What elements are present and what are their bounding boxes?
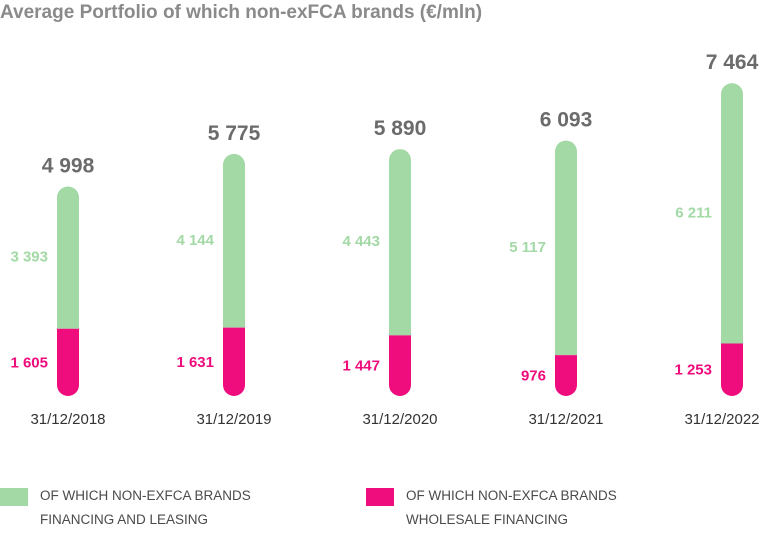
bar-wholesale-2 [389, 335, 411, 396]
bar-financing-1 [223, 153, 245, 328]
category-label-3: 31/12/2021 [528, 411, 603, 428]
legend-item-financing: OF WHICH NON-EXFCA BRANDS FINANCING AND … [0, 488, 251, 532]
bar-wholesale-3 [555, 355, 577, 396]
financing-value-label-1: 4 144 [176, 232, 214, 249]
bar-financing-0 [57, 186, 79, 329]
financing-value-label-2: 4 443 [342, 233, 380, 250]
wholesale-value-label-0: 1 605 [10, 354, 48, 371]
bar-wholesale-0 [57, 328, 79, 396]
total-label-2: 5 890 [374, 117, 427, 140]
financing-value-label-3: 5 117 [509, 239, 546, 256]
bar-wholesale-4 [721, 343, 743, 396]
bar-financing-4 [721, 83, 743, 344]
legend-label-wholesale-line2: WHOLESALE FINANCING [406, 512, 569, 527]
total-label-1: 5 775 [208, 122, 261, 145]
chart-title: Average Portfolio of which non-exFCA bra… [0, 2, 483, 23]
category-label-0: 31/12/2018 [30, 411, 105, 428]
wholesale-value-label-3: 976 [521, 368, 546, 385]
bar-chart: 4 998 3 393 1 605 31/12/2018 5 775 4 144 1 631… [10, 51, 759, 428]
category-label-1: 31/12/2019 [196, 411, 271, 428]
legend-item-wholesale: OF WHICH NON-EXFCA BRANDS WHOLESALE FINA… [366, 488, 617, 532]
legend-label-financing-line1: OF WHICH NON-EXFCA BRANDS [40, 488, 251, 503]
wholesale-value-label-2: 1 447 [342, 358, 380, 375]
wholesale-value-label-1: 1 631 [176, 354, 214, 371]
bar-financing-3 [555, 140, 577, 356]
financing-value-label-0: 3 393 [10, 249, 48, 266]
total-label-0: 4 998 [42, 154, 95, 177]
legend-label-wholesale-line1: OF WHICH NON-EXFCA BRANDS [406, 488, 617, 503]
wholesale-value-label-4: 1 253 [674, 362, 712, 379]
legend-label-financing-line2: FINANCING AND LEASING [40, 512, 209, 527]
category-label-2: 31/12/2020 [362, 411, 437, 428]
financing-value-label-4: 6 211 [675, 204, 712, 221]
total-label-3: 6 093 [540, 109, 593, 132]
legend-swatch-wholesale [366, 488, 394, 506]
bar-financing-2 [389, 149, 411, 336]
legend-swatch-financing [0, 488, 28, 506]
category-label-4: 31/12/2022 [684, 411, 759, 428]
bar-wholesale-1 [223, 327, 245, 396]
total-label-4: 7 464 [706, 51, 759, 74]
